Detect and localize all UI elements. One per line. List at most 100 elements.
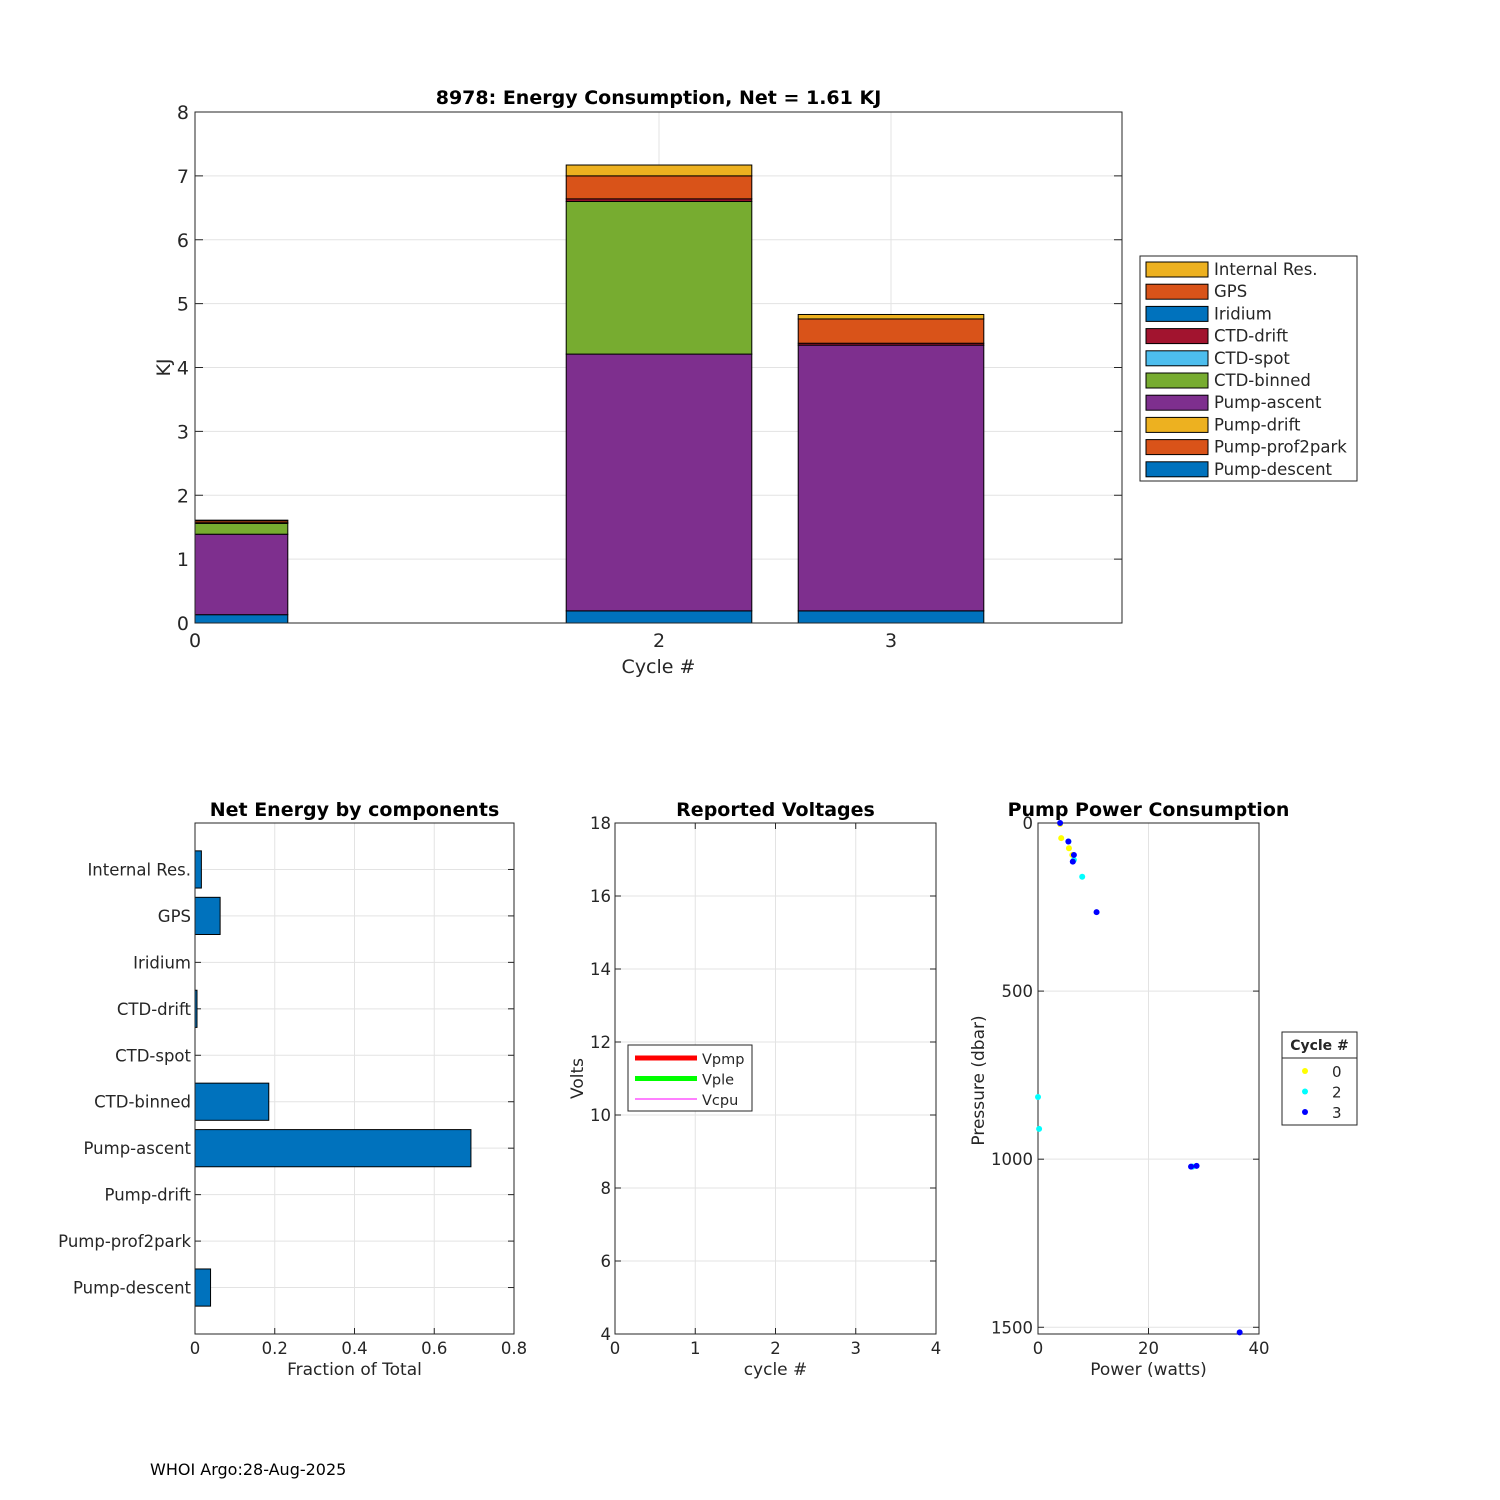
pump-legend-marker — [1302, 1068, 1308, 1074]
energy-bar-segment — [194, 519, 289, 522]
energy-ytick-label: 1 — [177, 549, 189, 571]
voltages-ytick-label: 6 — [601, 1252, 612, 1271]
pump-point — [1035, 1093, 1041, 1100]
pump-xlabel: Power (watts) — [1090, 1360, 1207, 1380]
pump-ytick-label: 500 — [1002, 982, 1034, 1001]
energy-legend-label: CTD-drift — [1214, 327, 1289, 346]
energy-bar-segment — [797, 313, 985, 320]
pump-point — [1193, 1162, 1200, 1169]
energy-ytick-label: 3 — [177, 421, 189, 443]
pump-point — [1065, 845, 1072, 852]
voltages-ytick-label: 8 — [601, 1179, 612, 1198]
components-category-label: Pump-drift — [105, 1186, 192, 1205]
components-category-label: Pump-descent — [73, 1279, 192, 1298]
pump-point — [1069, 858, 1076, 865]
pump-legend-box — [1281, 1031, 1358, 1126]
components-category-label: Iridium — [133, 953, 191, 972]
voltages-ytick-label: 4 — [601, 1325, 612, 1344]
voltages-xtick-label: 4 — [931, 1339, 942, 1358]
pump-xtick-label: 0 — [1033, 1339, 1044, 1358]
pump-point — [1093, 909, 1100, 916]
voltages-xlabel: cycle # — [744, 1360, 808, 1380]
footer-caption: WHOI Argo:28-Aug-2025 — [150, 1460, 347, 1479]
pump-point — [1036, 1125, 1043, 1132]
pump-point — [1058, 835, 1065, 842]
pump-ytick-label: 0 — [1023, 814, 1034, 833]
energy-ytick-label: 6 — [177, 230, 189, 252]
energy-ytick-label: 2 — [177, 485, 189, 507]
energy-bar-segment — [797, 610, 985, 624]
voltages-legend: Vpmp Vple Vcpu — [627, 1044, 753, 1112]
energy-legend-swatch — [1145, 328, 1209, 345]
energy-legend-label: Pump-ascent — [1214, 393, 1322, 412]
energy-title: 8978: Energy Consumption, Net = 1.61 KJ — [436, 87, 882, 109]
energy-legend-swatch — [1145, 305, 1209, 322]
components-category-label: CTD-spot — [115, 1046, 191, 1065]
pump-ytick-label: 1500 — [991, 1318, 1033, 1337]
energy-bar-segment — [194, 533, 289, 616]
pump-title: Pump Power Consumption — [1008, 799, 1290, 821]
pump-point — [1236, 1329, 1243, 1336]
pump-xtick-label: 40 — [1249, 1339, 1270, 1358]
components-xtick-label: 0.6 — [421, 1339, 447, 1358]
voltages-legend-label: Vpmp — [702, 1052, 744, 1068]
energy-bar-segment — [565, 353, 753, 612]
energy-bar-segment — [194, 614, 289, 624]
voltages-ytick-label: 10 — [590, 1106, 611, 1125]
energy-legend-label: Iridium — [1214, 304, 1272, 323]
pump-point — [1057, 820, 1064, 826]
components-bar — [194, 850, 202, 889]
components-category-label: CTD-binned — [94, 1093, 191, 1112]
energy-legend-label: Pump-drift — [1214, 415, 1301, 434]
energy-legend-label: Internal Res. — [1214, 260, 1318, 279]
voltages-legend-label: Vcpu — [702, 1093, 738, 1109]
voltages-ytick-label: 14 — [590, 960, 611, 979]
energy-legend-swatch — [1145, 461, 1209, 478]
pump-point — [1188, 1163, 1195, 1170]
energy-xtick-label: 3 — [885, 630, 897, 652]
pump-point — [1079, 873, 1086, 880]
components-bar — [194, 1268, 212, 1307]
components-axes-box — [194, 822, 515, 1335]
voltages-xtick-label: 3 — [851, 1339, 862, 1358]
components-category-label: Internal Res. — [87, 860, 191, 879]
energy-legend-label: Pump-prof2park — [1214, 438, 1347, 457]
components-xtick-label: 0 — [190, 1339, 201, 1358]
energy-bar-segment — [565, 164, 753, 177]
voltages-ytick-label: 18 — [590, 814, 611, 833]
pump-legend: Cycle # 0 2 3 — [1281, 1031, 1358, 1126]
energy-bar-segment — [565, 610, 753, 624]
components-xtick-label: 0.8 — [501, 1339, 527, 1358]
energy-legend-label: GPS — [1214, 282, 1247, 301]
energy-bar-segment — [797, 318, 985, 344]
energy-ylabel: KJ — [153, 358, 175, 376]
pump-ylabel: Pressure (dbar) — [969, 1015, 989, 1145]
components-category-label: CTD-drift — [117, 1000, 192, 1019]
voltages-ylabel: Volts — [568, 1058, 588, 1099]
energy-consumption-chart: 0 1 2 3 4 5 6 7 8 0 2 3 8978: Energy Consumption, Ne… — [153, 87, 1358, 678]
pump-legend-label: 3 — [1332, 1104, 1342, 1122]
components-xtick-label: 0.2 — [262, 1339, 288, 1358]
energy-legend-swatch — [1145, 261, 1209, 278]
energy-legend-label: CTD-spot — [1214, 349, 1290, 368]
energy-xlabel: Cycle # — [622, 656, 696, 678]
energy-legend-swatch — [1145, 372, 1209, 389]
pump-legend-label: 0 — [1332, 1063, 1342, 1081]
components-category-label: GPS — [158, 907, 191, 926]
voltages-xtick-label: 2 — [770, 1339, 781, 1358]
energy-legend-swatch — [1145, 350, 1209, 367]
energy-xtick-label: 2 — [653, 630, 665, 652]
voltages-axes-box — [614, 822, 937, 1335]
components-xlabel: Fraction of Total — [287, 1360, 422, 1380]
energy-legend-label: CTD-binned — [1214, 371, 1311, 390]
energy-legend-swatch — [1145, 439, 1209, 456]
pump-legend-title: Cycle # — [1290, 1038, 1349, 1054]
voltages-xtick-label: 1 — [690, 1339, 701, 1358]
energy-legend: Internal Res. GPS Iridium CTD-drift CTD-spot… — [1139, 255, 1358, 482]
energy-bar-segment — [565, 175, 753, 200]
voltages-legend-label: Vple — [702, 1073, 734, 1089]
energy-legend-swatch — [1145, 283, 1209, 300]
